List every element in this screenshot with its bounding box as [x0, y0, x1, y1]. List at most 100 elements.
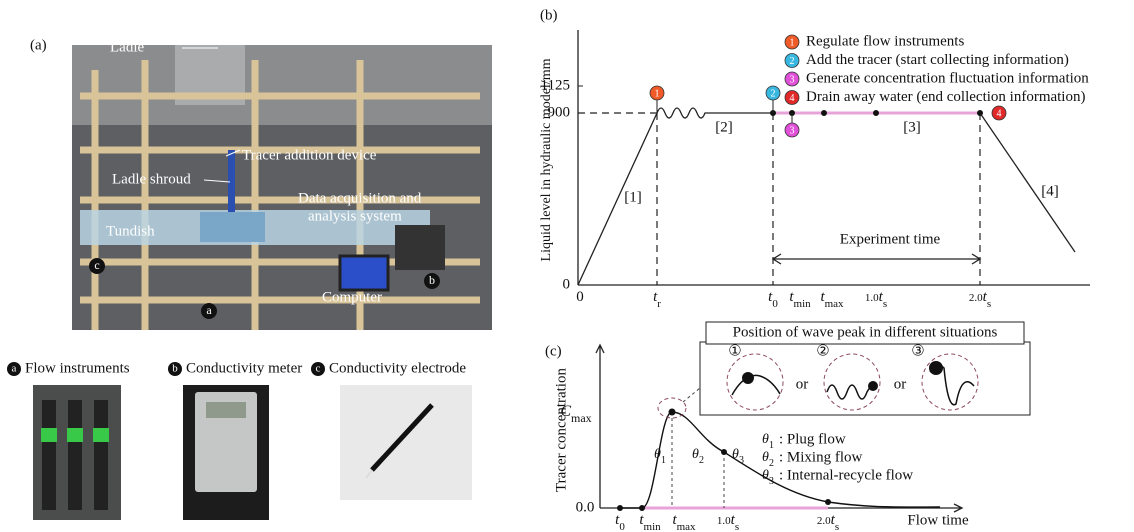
guide-line [578, 112, 981, 285]
photo-label: Computer [322, 289, 382, 305]
y-tick-label: 900 [548, 104, 571, 120]
component-caption: c Conductivity electrode [311, 360, 466, 376]
subscript: min [644, 521, 662, 532]
curve-marker [765, 85, 781, 101]
experiment-arrow [771, 253, 982, 265]
inset-title-box [705, 321, 1025, 345]
legend-number: 3 [790, 74, 795, 85]
panel-label: (c) [545, 343, 562, 359]
guide-line [671, 412, 725, 508]
main: t [831, 512, 836, 528]
prefix: 2.0 [969, 292, 983, 304]
main: t [653, 289, 658, 305]
photo-marker: b [424, 273, 440, 289]
marker-text: b [172, 363, 178, 375]
legend-number: 1 [790, 37, 795, 48]
inset-item: ② [816, 343, 829, 359]
curve-marker [649, 85, 665, 101]
main: θ [762, 450, 769, 465]
inset-circles [726, 353, 979, 411]
photo-label: Data acquisition and [298, 190, 422, 206]
main: 0 [576, 289, 584, 305]
x-tick-label: 2.0ts [969, 289, 991, 309]
region-label: θ1 [654, 447, 666, 466]
photo [72, 45, 492, 330]
level-curve [979, 112, 1076, 253]
curve-marker-number: 3 [790, 125, 795, 136]
main: t [820, 289, 825, 305]
y-tick-label: 0.0 [576, 499, 595, 515]
subscript: min [794, 298, 812, 310]
component-caption: a Flow instruments [7, 360, 130, 376]
x-tick-label: 0 [576, 289, 584, 305]
marker-text: c [316, 363, 321, 375]
main: C [560, 403, 571, 420]
photo-label: Tracer addition device [242, 147, 377, 163]
legend-number: 2 [790, 56, 795, 67]
inset-item: ① [728, 343, 741, 359]
legend-symbol: θ1 [762, 432, 774, 451]
marker-text: b [429, 273, 435, 287]
curve-marker-number: 1 [655, 88, 660, 99]
leader-line [682, 387, 701, 403]
region-label: θ3 [732, 447, 744, 466]
curve-marker-number: 4 [997, 108, 1002, 119]
legend-marker [784, 90, 800, 105]
component-photo [183, 385, 269, 520]
stage-label: [4] [1041, 183, 1059, 199]
main: t [789, 289, 794, 305]
component-photo [340, 385, 472, 500]
legend-text: Generate concentration fluctuation infor… [806, 70, 1089, 86]
legend-marker [784, 53, 800, 68]
y-tick-label: 1125 [541, 77, 570, 93]
subscript: max [825, 298, 844, 310]
legend-marker [784, 71, 800, 87]
subscript: s [835, 521, 839, 532]
main: t [615, 512, 620, 528]
main: t [768, 289, 773, 305]
inset-peaks [742, 361, 943, 391]
subscript: 0 [619, 521, 625, 532]
main: θ [762, 468, 769, 483]
photo-label: Ladle [110, 39, 144, 55]
subscript: s [987, 298, 991, 310]
subscript: max [571, 411, 592, 425]
photo-marker: c [89, 258, 105, 274]
legend-text: Add the tracer (start collecting informa… [806, 52, 1069, 68]
stage-label: [1] [624, 189, 642, 205]
level-curve [577, 107, 773, 286]
subscript: 3 [739, 455, 744, 466]
main: t [983, 289, 988, 305]
inset-title: Position of wave peak in different situa… [733, 324, 998, 340]
inset-joiner: or [796, 376, 809, 392]
photo-marker: a [201, 303, 217, 319]
marker-text: a [206, 303, 212, 317]
component-label: Conductivity meter [186, 360, 302, 376]
x-tick-label: tr [653, 289, 661, 309]
subscript: max [677, 521, 696, 532]
legend-text: : Mixing flow [779, 449, 863, 465]
panel-b: (b) Liquid level in hydraulic model/mm E… [539, 7, 1090, 310]
subscript: 1 [661, 455, 666, 466]
experiment-time: Experiment time [840, 231, 941, 247]
legend-symbol: θ2 [762, 450, 774, 469]
marker-text: c [94, 258, 99, 272]
legend-text: : Plug flow [779, 431, 846, 447]
legend-text: Regulate flow instruments [806, 33, 964, 49]
main: t [731, 512, 736, 528]
legend-text: Drain away water (end collection informa… [806, 89, 1085, 105]
subscript: s [735, 521, 739, 532]
peak-highlight [657, 397, 687, 419]
axis [577, 30, 1090, 286]
photo-label: analysis system [308, 208, 402, 224]
subscript: 3 [769, 476, 774, 487]
panel-label: (a) [30, 37, 47, 53]
main: θ [732, 447, 739, 462]
x-tick-label: 2.0ts [817, 512, 839, 532]
inset-joiner: or [894, 376, 907, 392]
main: θ [762, 432, 769, 447]
axis [595, 343, 964, 513]
x-tick-label: tmin [639, 512, 661, 532]
curve-points [617, 408, 831, 511]
subscript: 0 [772, 298, 778, 310]
